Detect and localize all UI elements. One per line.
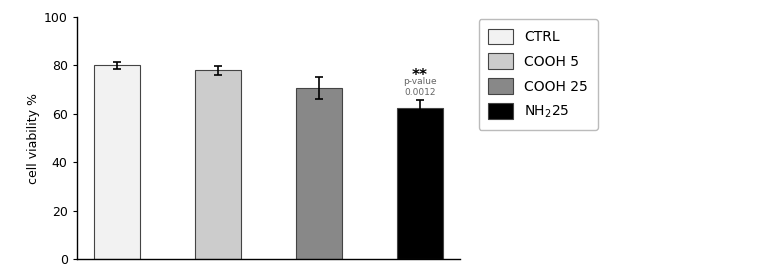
- Bar: [94, 65, 140, 259]
- Bar: [397, 108, 443, 259]
- Bar: [296, 88, 342, 259]
- Text: **: **: [412, 68, 428, 83]
- Y-axis label: cell viability %: cell viability %: [27, 93, 40, 184]
- Legend: CTRL, COOH 5, COOH 25, NH$_2$25: CTRL, COOH 5, COOH 25, NH$_2$25: [479, 19, 598, 130]
- Text: p-value
0.0012: p-value 0.0012: [403, 78, 437, 97]
- Bar: [195, 70, 241, 259]
